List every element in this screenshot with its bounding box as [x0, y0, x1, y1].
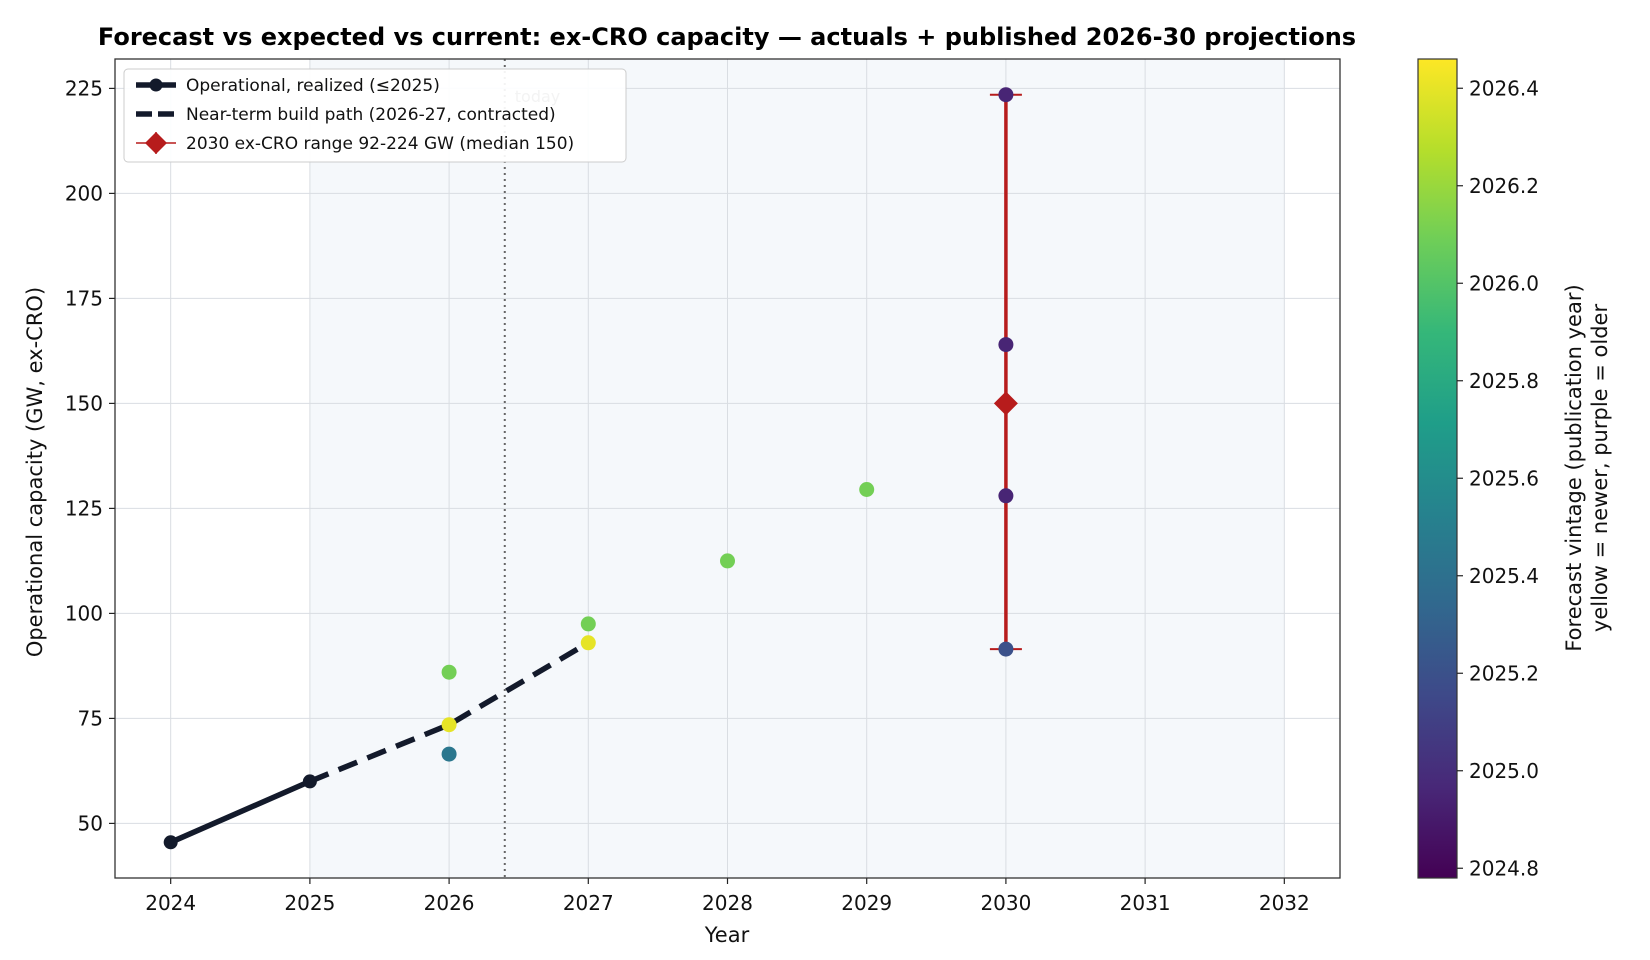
colorbar-tick-label: 2025.0 [1469, 759, 1539, 783]
legend-box [123, 68, 627, 163]
y-tick-label: 125 [65, 496, 103, 520]
x-axis-label: Year [704, 923, 750, 947]
legend-realized-label: Operational, realized (≤2025) [186, 76, 440, 96]
forecast-point [580, 616, 596, 632]
y-tick-label: 100 [65, 601, 103, 625]
forecast-point [441, 664, 457, 680]
realized-line [169, 778, 311, 845]
x-tick-label: 2029 [841, 891, 892, 915]
colorbar-tick-label: 2024.8 [1469, 856, 1539, 880]
y-tick-label: 75 [78, 706, 103, 730]
x-tick-label: 2025 [284, 891, 335, 915]
colorbar-tick-label: 2026.0 [1469, 271, 1539, 295]
colorbar-label-line2: yellow = newer, purple = older [1588, 304, 1612, 633]
x-tick-label: 2031 [1120, 891, 1171, 915]
legend-realized-marker [149, 78, 163, 92]
colorbar-label-line1: Forecast vintage (publication year) [1562, 284, 1586, 651]
forecast-point [998, 87, 1014, 103]
colorbar-tick-label: 2025.4 [1469, 564, 1539, 588]
forecast-region-shading [309, 59, 1285, 878]
forecast-point [441, 717, 457, 733]
y-axis-label: Operational capacity (GW, ex-CRO) [23, 287, 47, 657]
x-tick-label: 2030 [980, 891, 1031, 915]
legend-range-label: 2030 ex-CRO range 92-224 GW (median 150) [186, 134, 574, 154]
y-tick-label: 175 [65, 286, 103, 310]
y-tick-label: 200 [65, 181, 103, 205]
legend: Operational, realized (≤2025) Near-term b… [123, 68, 627, 163]
y-tick-label: 150 [65, 391, 103, 415]
x-tick-label: 2024 [145, 891, 196, 915]
colorbar-tick-label: 2025.8 [1469, 369, 1539, 393]
legend-near-term-label: Near-term build path (2026-27, contracte… [186, 105, 556, 125]
forecast-point [998, 641, 1014, 657]
forecast-point [859, 482, 875, 497]
legend-range-marker [145, 132, 167, 154]
colorbar-tick-label: 2025.2 [1469, 661, 1539, 685]
x-tick-label: 2026 [424, 891, 475, 915]
forecast-point [998, 337, 1014, 353]
realized-point [163, 835, 178, 850]
colorbar-tick-label: 2026.4 [1469, 76, 1539, 100]
y-tick-label: 225 [65, 76, 103, 100]
colorbar-scale [1417, 58, 1458, 879]
forecast-point [441, 746, 457, 762]
forecast-point [580, 635, 596, 651]
realized-point [302, 774, 317, 789]
x-tick-label: 2028 [702, 891, 753, 915]
x-tick-label: 2032 [1259, 891, 1310, 915]
x-tick-label: 2027 [563, 891, 614, 915]
plot-area: today20242025202620272028202920302031203… [65, 58, 1341, 915]
chart-title: Forecast vs expected vs current: ex-CRO … [98, 23, 1356, 51]
colorbar-tick-label: 2026.2 [1469, 174, 1539, 198]
forecast-point [720, 553, 735, 569]
range-2030-median-marker [993, 391, 1018, 416]
plot-frame [114, 58, 1341, 879]
forecast-point [998, 488, 1014, 504]
colorbar-tick-label: 2025.6 [1469, 466, 1539, 490]
y-tick-label: 50 [78, 811, 103, 835]
near-term-path-line [308, 640, 590, 784]
colorbar: 2024.8 2025.0 2025.2 2025.4 2025.6 2025.8 2026… [1417, 58, 1612, 880]
